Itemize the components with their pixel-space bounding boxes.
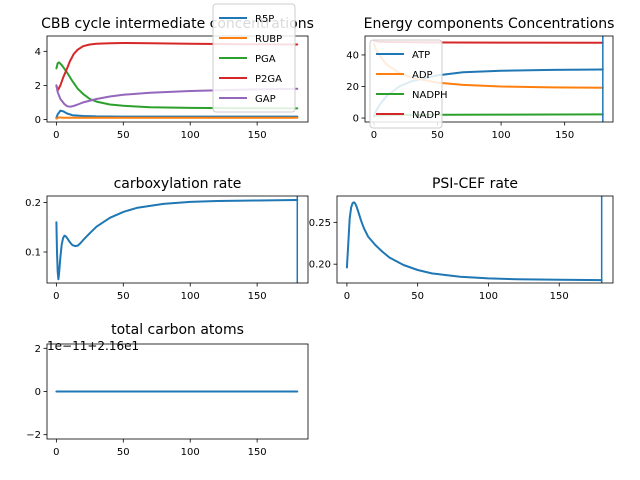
x-tick-label: 50 [117,130,130,141]
y-tick-label: 2 [35,344,41,355]
y-tick-label: 0.20 [309,260,331,271]
series-line-p2ga [55,42,299,92]
y-tick-label: 40 [346,50,359,61]
series-line-r5p [55,109,299,119]
x-tick-label: 150 [248,130,267,141]
y-tick-label: 0 [353,114,359,125]
legend-label: R5P [255,14,274,25]
legend-label: PGA [255,54,276,65]
series-line-pga [55,61,299,110]
legend [369,39,443,129]
x-tick-label: 100 [181,130,200,141]
legend-label: ADP [412,70,433,81]
axes-frame [46,195,309,284]
x-tick-label: 0 [53,291,59,302]
panel-title: Energy components Concentrations [364,16,615,32]
y-tick-label: 4 [35,47,41,58]
legend-label: NADP [412,110,440,121]
x-tick-label: 50 [411,291,424,302]
panel-energy-components: Energy components Concentrations 0 50 100 1… [346,16,614,141]
x-tick-label: 150 [550,291,569,302]
x-tick-label: 100 [492,130,511,141]
panel-total-carbon-atoms: total carbon atoms 1e−11+2.16e1 0 50 100 15… [26,322,309,458]
axes-frame [336,195,614,284]
x-tick-label: 150 [555,130,574,141]
legend-label: NADPH [412,90,448,101]
series-line-0 [55,199,299,281]
y-tick-label: 0.2 [25,198,41,209]
x-tick-label: 50 [431,130,444,141]
x-tick-label: 0 [344,291,350,302]
series-line-0 [345,201,603,282]
x-tick-label: 150 [248,447,267,458]
legend-label: GAP [255,94,276,105]
x-tick-label: 100 [181,291,200,302]
series-line-rubp [55,116,299,120]
legend-label: ATP [412,50,430,61]
y-tick-label: 20 [346,82,359,93]
x-tick-label: 100 [479,291,498,302]
x-tick-label: 0 [371,130,377,141]
y-tick-label: 0 [35,387,41,398]
x-tick-label: 0 [53,130,59,141]
y-tick-label: 0.25 [309,218,331,229]
x-tick-label: 50 [117,291,130,302]
axes-frame [46,35,309,123]
legend [212,3,296,113]
y-tick-label: 2 [35,81,41,92]
x-tick-label: 50 [117,447,130,458]
legend-label: P2GA [255,74,282,85]
y-tick-label: −2 [26,430,41,441]
x-tick-label: 150 [248,291,267,302]
series-line-gap [55,84,299,108]
panel-title: PSI-CEF rate [432,176,518,192]
panel-carboxylation-rate: carboxylation rate 0 50 100 150 0.1 0.2 [25,176,309,302]
y-tick-label: 0 [35,115,41,126]
legend-label: RUBP [255,34,282,45]
panel-psi-cef-rate: PSI-CEF rate 0 50 100 150 0.20 0.25 [309,176,614,302]
panel-title: total carbon atoms [111,322,244,338]
x-tick-label: 0 [53,447,59,458]
axes-frame [364,35,614,123]
panel-title: carboxylation rate [114,176,242,192]
x-tick-label: 100 [181,447,200,458]
y-offset-label: 1e−11+2.16e1 [47,339,139,353]
y-tick-label: 0.1 [25,248,41,259]
